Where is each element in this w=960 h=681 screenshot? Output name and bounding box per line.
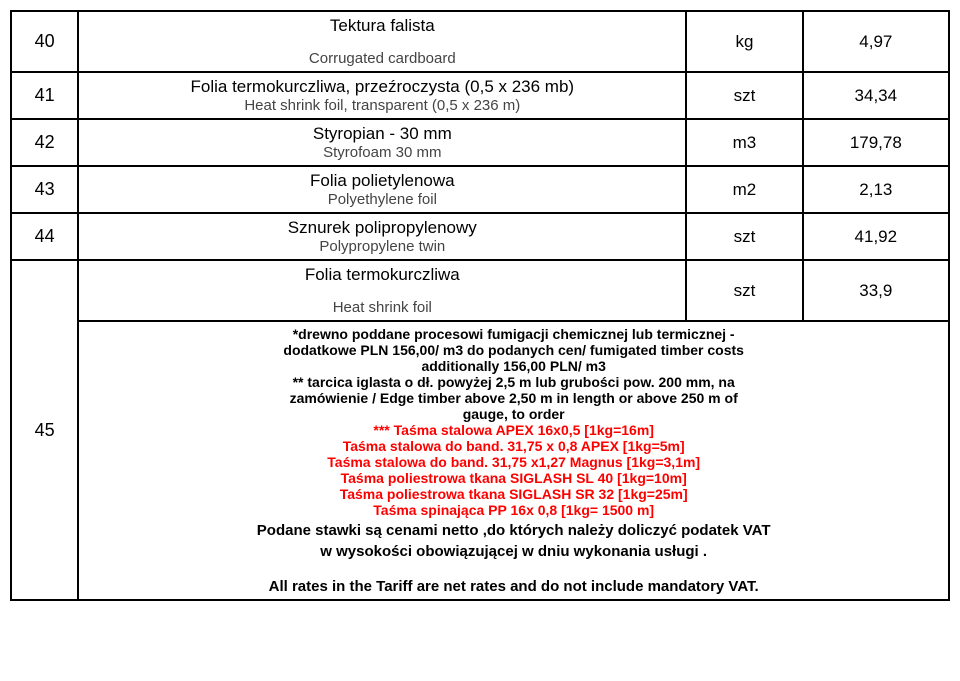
desc-line-1: Folia termokurczliwa, przeźroczysta (0,5… — [87, 77, 677, 97]
row-number: 45 — [11, 260, 78, 600]
row-unit: szt — [686, 213, 802, 260]
note-line-red: Taśma poliestrowa tkana SIGLASH SR 32 [1… — [85, 486, 942, 502]
row-price: 179,78 — [803, 119, 949, 166]
price-table-container: 40Tektura falistaCorrugated cardboardkg4… — [10, 10, 950, 601]
table-row: 42Styropian - 30 mmStyrofoam 30 mmm3179,… — [11, 119, 949, 166]
row-price: 4,97 — [803, 11, 949, 72]
note-line-red: Taśma stalowa do band. 31,75 x 0,8 APEX … — [85, 438, 942, 454]
notes-row: *drewno poddane procesowi fumigacji chem… — [11, 321, 949, 600]
row-description: Sznurek polipropylenowyPolypropylene twi… — [78, 213, 686, 260]
row-price: 33,9 — [803, 260, 949, 321]
notes-cell: *drewno poddane procesowi fumigacji chem… — [78, 321, 949, 600]
row-price: 34,34 — [803, 72, 949, 119]
price-table: 40Tektura falistaCorrugated cardboardkg4… — [10, 10, 950, 601]
note-line: ** tarcica iglasta o dł. powyżej 2,5 m l… — [85, 374, 942, 390]
vat-note: Podane stawki są cenami netto ,do któryc… — [85, 522, 942, 539]
row-price: 2,13 — [803, 166, 949, 213]
note-line: *drewno poddane procesowi fumigacji chem… — [85, 326, 942, 342]
desc-line-1: Tektura falista — [87, 16, 677, 36]
desc-line-2: Heat shrink foil, transparent (0,5 x 236… — [87, 97, 677, 114]
note-line-red: *** Taśma stalowa APEX 16x0,5 [1kg=16m] — [85, 422, 942, 438]
table-row: 43Folia polietylenowaPolyethylene foilm2… — [11, 166, 949, 213]
row-number: 40 — [11, 11, 78, 72]
desc-line-2: Polypropylene twin — [87, 238, 677, 255]
note-line-red: Taśma poliestrowa tkana SIGLASH SL 40 [1… — [85, 470, 942, 486]
table-row: 45Folia termokurczliwaHeat shrink foilsz… — [11, 260, 949, 321]
bottom-note: All rates in the Tariff are net rates an… — [85, 578, 942, 595]
desc-line-2: Polyethylene foil — [87, 191, 677, 208]
row-unit: kg — [686, 11, 802, 72]
vat-note: w wysokości obowiązującej w dniu wykonan… — [85, 543, 942, 560]
row-description: Styropian - 30 mmStyrofoam 30 mm — [78, 119, 686, 166]
row-description: Folia termokurczliwa, przeźroczysta (0,5… — [78, 72, 686, 119]
row-description: Tektura falista Corrugated cardboard — [78, 11, 686, 72]
row-number: 43 — [11, 166, 78, 213]
desc-line-2: Corrugated cardboard — [87, 50, 677, 67]
note-line: gauge, to order — [85, 406, 942, 422]
row-number: 44 — [11, 213, 78, 260]
note-line-red: Taśma spinająca PP 16x 0,8 [1kg= 1500 m] — [85, 502, 942, 518]
note-line: zamówienie / Edge timber above 2,50 m in… — [85, 390, 942, 406]
note-line: additionally 156,00 PLN/ m3 — [85, 358, 942, 374]
desc-line-1: Folia termokurczliwa — [87, 265, 677, 285]
row-unit: m2 — [686, 166, 802, 213]
row-number: 42 — [11, 119, 78, 166]
row-description: Folia termokurczliwa Heat shrink foil — [78, 260, 686, 321]
row-unit: szt — [686, 260, 802, 321]
row-description: Folia polietylenowaPolyethylene foil — [78, 166, 686, 213]
note-line: dodatkowe PLN 156,00/ m3 do podanych cen… — [85, 342, 942, 358]
note-line-red: Taśma stalowa do band. 31,75 x1,27 Magnu… — [85, 454, 942, 470]
row-unit: szt — [686, 72, 802, 119]
table-row: 40 Tektura falista Corrugated cardboard kg4… — [11, 11, 949, 72]
desc-line-1: Folia polietylenowa — [87, 171, 677, 191]
table-row: 44Sznurek polipropylenowyPolypropylene t… — [11, 213, 949, 260]
row-price: 41,92 — [803, 213, 949, 260]
desc-line-2: Styrofoam 30 mm — [87, 144, 677, 161]
table-row: 41 Folia termokurczliwa, przeźroczysta (0… — [11, 72, 949, 119]
desc-line-1: Sznurek polipropylenowy — [87, 218, 677, 238]
row-number: 41 — [11, 72, 78, 119]
desc-line-1: Styropian - 30 mm — [87, 124, 677, 144]
desc-line-2: Heat shrink foil — [87, 299, 677, 316]
row-unit: m3 — [686, 119, 802, 166]
